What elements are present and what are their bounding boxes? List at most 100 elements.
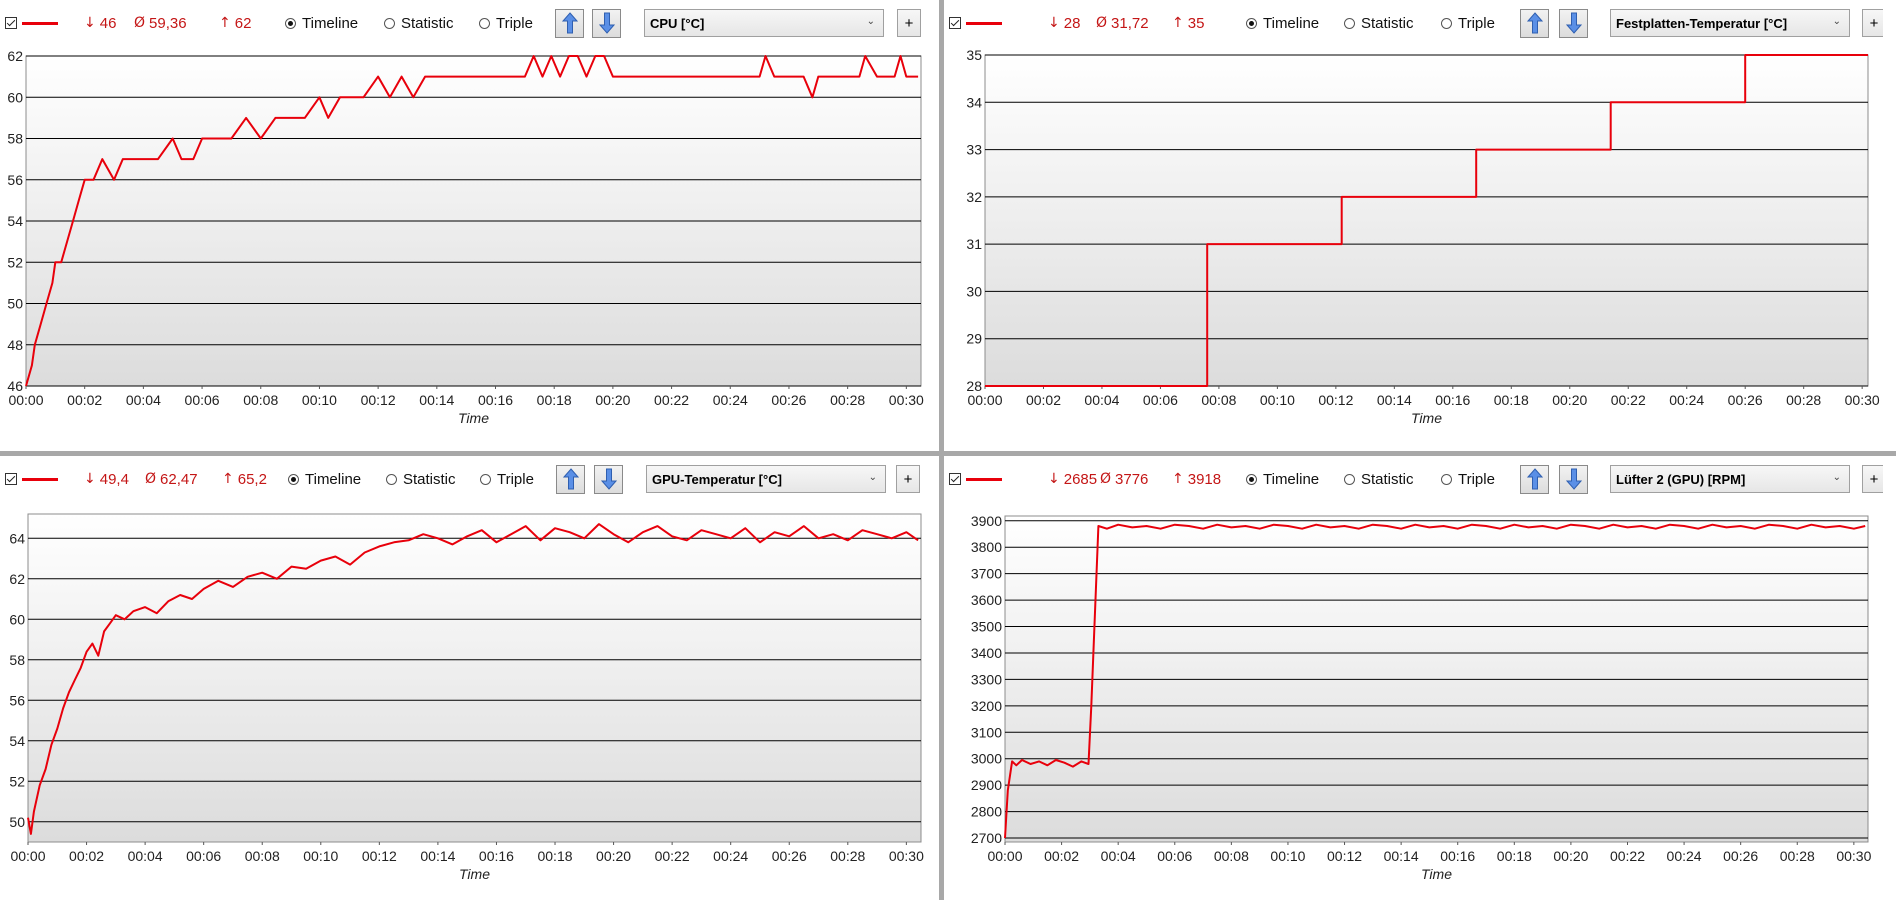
x-tick-label: 00:02 [67, 392, 102, 408]
radio-statistic[interactable]: Statistic [384, 0, 454, 46]
x-tick-label: 00:20 [596, 848, 631, 864]
stat-avg-value: 3776 [1115, 470, 1149, 488]
line-chart: 28 29 30 31 32 33 34 35 00:00 00:02 00:04 00:06 00:0… [966, 47, 1880, 426]
sensor-select[interactable]: CPU [°C] ⌄ [644, 9, 884, 37]
sensor-select[interactable]: Festplatten-Temperatur [°C] ⌄ [1610, 9, 1850, 37]
move-up-button[interactable] [1520, 464, 1549, 494]
stat-avg-icon: Ø [145, 471, 157, 487]
x-tick-label: 00:02 [1026, 392, 1061, 408]
x-axis-label: Time [1411, 410, 1442, 426]
radio-label: Triple [496, 14, 533, 32]
y-tick-label: 3100 [971, 724, 1002, 740]
x-tick-label: 00:18 [1497, 848, 1532, 864]
add-sensor-button[interactable]: + [1862, 465, 1883, 493]
x-tick-label: 00:04 [1101, 848, 1136, 864]
x-axis-label: Time [458, 410, 489, 426]
radio-statistic[interactable]: Statistic [1344, 0, 1414, 46]
stat-min: ↓ 46 [84, 0, 116, 46]
arrow-down-icon [598, 12, 615, 34]
x-tick-label: 00:20 [1552, 392, 1587, 408]
y-tick-label: 34 [966, 94, 982, 110]
stat-min-value: 49,4 [99, 470, 129, 488]
vertical-splitter[interactable] [939, 0, 944, 900]
move-down-button[interactable] [592, 8, 621, 38]
radio-dot-icon [1344, 17, 1355, 29]
x-tick-label: 00:14 [1377, 392, 1412, 408]
radio-dot-icon [1246, 17, 1257, 29]
move-up-button[interactable] [556, 464, 585, 494]
y-tick-label: 56 [9, 692, 25, 708]
move-down-button[interactable] [1559, 8, 1588, 38]
add-sensor-button[interactable]: + [896, 465, 920, 493]
x-tick-label: 00:20 [595, 392, 630, 408]
chevron-down-icon: ⌄ [1832, 472, 1841, 483]
x-tick-label: 00:08 [1201, 392, 1236, 408]
radio-statistic[interactable]: Statistic [386, 456, 456, 502]
stat-max: ↑ 35 [1172, 0, 1204, 46]
chevron-down-icon: ⌄ [868, 472, 877, 483]
checkbox-icon[interactable] [5, 473, 17, 485]
x-tick-label: 00:10 [303, 848, 338, 864]
radio-triple[interactable]: Triple [480, 456, 534, 502]
radio-dot-icon [285, 17, 296, 29]
x-tick-label: 00:00 [8, 392, 43, 408]
sensor-select-value: CPU [°C] [650, 15, 705, 31]
series-line [1004, 523, 1866, 839]
x-tick-label: 00:22 [1611, 392, 1646, 408]
add-sensor-button[interactable]: + [1862, 9, 1883, 37]
checkbox-icon[interactable] [949, 473, 961, 485]
radio-triple[interactable]: Triple [479, 0, 533, 46]
move-up-button[interactable] [1520, 8, 1549, 38]
y-tick-label: 3400 [971, 645, 1002, 661]
radio-triple[interactable]: Triple [1441, 456, 1495, 502]
y-tick-label: 60 [9, 611, 25, 627]
checkbox-icon[interactable] [949, 17, 961, 29]
y-tick-label: 3900 [971, 513, 1002, 529]
y-tick-label: 2900 [971, 777, 1002, 793]
sensor-panel: ↓ 46 Ø 59,36 ↑ 62 Timeline Statistic Triple CPU [… [0, 0, 939, 451]
add-sensor-button[interactable]: + [897, 9, 921, 37]
radio-timeline[interactable]: Timeline [285, 0, 358, 46]
y-tick-label: 52 [7, 254, 23, 270]
stat-max-value: 3918 [1187, 470, 1222, 488]
stat-avg-icon: Ø [1100, 471, 1112, 487]
sensor-select[interactable]: Lüfter 2 (GPU) [RPM] ⌄ [1610, 465, 1850, 493]
x-tick-label: 00:10 [1270, 848, 1305, 864]
y-tick-label: 28 [966, 378, 982, 394]
x-tick-label: 00:18 [537, 848, 572, 864]
sensor-select-value: Lüfter 2 (GPU) [RPM] [1616, 471, 1746, 487]
chevron-down-icon: ⌄ [866, 16, 875, 27]
y-tick-label: 3500 [971, 619, 1002, 635]
x-tick-label: 00:16 [1435, 392, 1470, 408]
series-legend-line [966, 21, 1002, 25]
arrow-down-icon [1565, 12, 1582, 34]
stat-avg-value: 59,36 [149, 14, 187, 32]
stat-min-icon: ↓ [84, 471, 96, 487]
stat-avg-value: 62,47 [160, 470, 198, 488]
x-tick-label: 00:30 [889, 848, 924, 864]
sensor-select-value: GPU-Temperatur [°C] [652, 471, 782, 487]
x-tick-label: 00:30 [1845, 392, 1880, 408]
x-axis-label: Time [459, 866, 490, 882]
series-legend-line [22, 477, 58, 481]
horizontal-splitter[interactable] [0, 451, 1896, 456]
sensor-select[interactable]: GPU-Temperatur [°C] ⌄ [646, 465, 886, 493]
radio-triple[interactable]: Triple [1441, 0, 1495, 46]
radio-statistic[interactable]: Statistic [1344, 456, 1414, 502]
radio-timeline[interactable]: Timeline [288, 456, 361, 502]
checkbox-icon[interactable] [5, 17, 17, 29]
radio-timeline[interactable]: Timeline [1246, 0, 1319, 46]
y-tick-label: 62 [7, 48, 23, 64]
move-up-button[interactable] [555, 8, 584, 38]
radio-timeline[interactable]: Timeline [1246, 456, 1319, 502]
x-tick-label: 00:26 [1723, 848, 1758, 864]
y-tick-label: 56 [7, 172, 23, 188]
stat-min-icon: ↓ [1048, 15, 1060, 31]
x-tick-label: 00:24 [713, 848, 748, 864]
move-down-button[interactable] [594, 464, 623, 494]
line-chart: 46 48 50 52 54 56 58 60 62 00:00 00:02 00:04 00:06 00… [7, 48, 924, 426]
sensor-select-value: Festplatten-Temperatur [°C] [1616, 15, 1788, 31]
stat-avg: Ø 59,36 [134, 0, 187, 46]
move-down-button[interactable] [1559, 464, 1588, 494]
series-legend-line [966, 477, 1002, 481]
